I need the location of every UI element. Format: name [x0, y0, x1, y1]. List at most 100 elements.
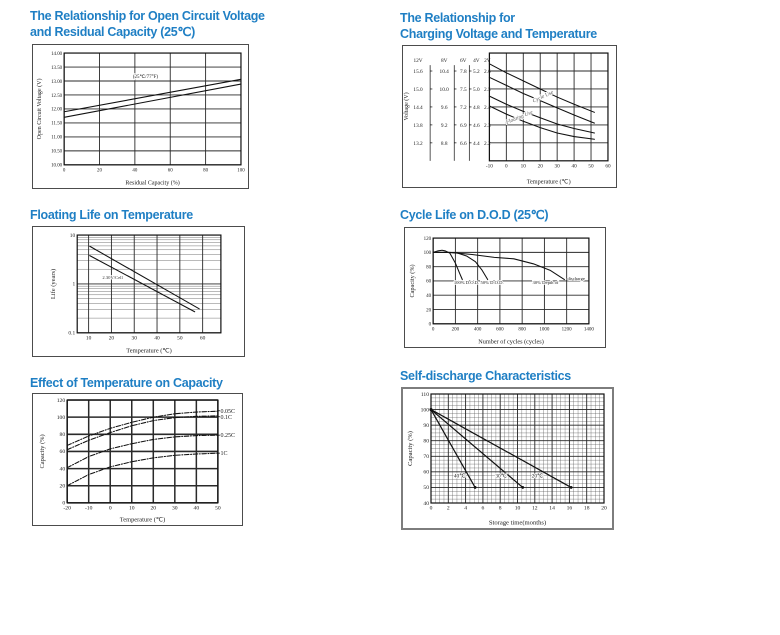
- figure-title-line: Floating Life on Temperature: [30, 208, 193, 222]
- svg-text:8: 8: [499, 506, 502, 512]
- svg-text:13.00: 13.00: [51, 80, 63, 85]
- svg-text:10.4: 10.4: [440, 69, 450, 75]
- svg-text:0: 0: [63, 168, 66, 173]
- svg-text:10: 10: [515, 506, 521, 512]
- svg-text:1400: 1400: [584, 327, 595, 332]
- svg-text:50: 50: [177, 335, 183, 341]
- svg-text:13.8: 13.8: [413, 123, 423, 129]
- svg-text:15.0: 15.0: [413, 87, 423, 93]
- svg-text:Life (years): Life (years): [50, 269, 57, 299]
- figure-title-cycle-life: Cycle Life on D.O.D (25℃): [400, 207, 549, 223]
- svg-text:8V: 8V: [441, 58, 448, 64]
- svg-text:0: 0: [430, 506, 433, 512]
- svg-text:40: 40: [194, 505, 200, 511]
- svg-text:5.0: 5.0: [473, 87, 480, 93]
- svg-text:50% D.O.D.: 50% D.O.D.: [481, 281, 504, 286]
- svg-text:10: 10: [129, 505, 135, 511]
- chart-frame-ocv-residual: 0 20 40 60 80 100 10.00 10.50 11.00 11.50 12.00 12.…: [32, 44, 249, 189]
- svg-text:7.2: 7.2: [460, 105, 467, 111]
- svg-text:2.3: 2.3: [484, 123, 491, 129]
- svg-text:40: 40: [426, 294, 431, 299]
- svg-text:30: 30: [555, 163, 561, 169]
- figure-title-self-discharge: Self-discharge Characteristics: [400, 368, 571, 384]
- figure-title-line: Effect of Temperature on Capacity: [30, 376, 223, 390]
- svg-text:Residual Capacity (%): Residual Capacity (%): [125, 179, 179, 186]
- svg-text:6.9: 6.9: [460, 123, 467, 129]
- svg-text:0.05C: 0.05C: [220, 409, 235, 415]
- svg-text:50: 50: [588, 163, 594, 169]
- chart-frame-floating-life: 10 20 30 40 50 60 0.1 1 10 Temperature (℃) Life (y…: [32, 226, 245, 357]
- svg-text:9.2: 9.2: [441, 123, 448, 129]
- svg-text:12V: 12V: [413, 58, 422, 64]
- svg-text:6.6: 6.6: [460, 141, 467, 147]
- svg-text:-20: -20: [63, 505, 71, 511]
- svg-text:9.6: 9.6: [441, 105, 448, 111]
- svg-text:60: 60: [168, 168, 173, 173]
- svg-text:Temperature (℃): Temperature (℃): [126, 347, 171, 354]
- figure-title-line: The Relationship for: [400, 11, 515, 25]
- svg-text:40: 40: [60, 466, 66, 472]
- svg-text:10.50: 10.50: [51, 150, 63, 155]
- svg-text:14.00: 14.00: [51, 52, 63, 57]
- svg-text:200: 200: [452, 327, 460, 332]
- svg-text:40: 40: [132, 168, 137, 173]
- svg-text:2.2: 2.2: [484, 141, 491, 147]
- svg-text:4: 4: [464, 506, 467, 512]
- svg-text:10.0: 10.0: [440, 87, 450, 93]
- svg-text:100: 100: [424, 251, 432, 256]
- figure-title-temperature-capacity: Effect of Temperature on Capacity: [30, 375, 223, 391]
- svg-text:20: 20: [109, 335, 115, 341]
- svg-text:2V: 2V: [484, 58, 491, 64]
- svg-text:7.8: 7.8: [460, 69, 467, 75]
- chart-effect-of-temperature-on-capacity: -20 -10 0 10 20 30 40 50 0 20 40 60 80 100 120 Temperat…: [39, 398, 235, 524]
- svg-text:2: 2: [447, 506, 450, 512]
- svg-text:Temperature (℃): Temperature (℃): [527, 178, 571, 185]
- svg-text:0.25C: 0.25C: [220, 433, 235, 439]
- svg-text:40: 40: [423, 501, 429, 507]
- chart-cycle-life-vs-dod: 0 200 400 600 800 1000 1200 1400 0 20 40 60 80 100 120…: [409, 237, 595, 346]
- svg-text:80: 80: [60, 432, 66, 438]
- figure-title-line: Cycle Life on D.O.D (25℃): [400, 208, 549, 222]
- svg-text:20: 20: [538, 163, 544, 169]
- svg-text:400: 400: [474, 327, 482, 332]
- svg-text:11.00: 11.00: [51, 136, 62, 141]
- svg-text:2.30V/Cell: 2.30V/Cell: [102, 275, 123, 280]
- svg-text:4V: 4V: [473, 58, 480, 64]
- svg-text:10: 10: [521, 163, 527, 169]
- svg-text:70: 70: [423, 454, 429, 460]
- svg-text:12.50: 12.50: [51, 94, 63, 99]
- svg-text:600: 600: [496, 327, 504, 332]
- svg-text:Open Circuit Voltage (V): Open Circuit Voltage (V): [36, 79, 43, 140]
- svg-text:10: 10: [86, 335, 92, 341]
- svg-text:13.50: 13.50: [51, 66, 63, 71]
- svg-text:100% D.O.D.: 100% D.O.D.: [454, 281, 479, 286]
- svg-text:8.8: 8.8: [441, 141, 448, 147]
- svg-text:30: 30: [132, 335, 138, 341]
- svg-text:40: 40: [571, 163, 577, 169]
- svg-text:0: 0: [429, 323, 432, 328]
- svg-text:2.6: 2.6: [484, 69, 491, 75]
- chart-frame-cycle-life: 0 200 400 600 800 1000 1200 1400 0 20 40 60 80 100 120…: [404, 227, 606, 348]
- svg-text:1200: 1200: [562, 327, 573, 332]
- svg-text:12.00: 12.00: [51, 108, 63, 113]
- svg-text:60: 60: [200, 335, 206, 341]
- svg-text:Capacity (%): Capacity (%): [409, 264, 416, 297]
- svg-text:100: 100: [421, 407, 430, 413]
- chart-floating-life-vs-temperature: 10 20 30 40 50 60 0.1 1 10 Temperature (℃) Life (y…: [50, 233, 222, 354]
- svg-text:4.6: 4.6: [473, 123, 480, 129]
- svg-text:40: 40: [154, 335, 160, 341]
- svg-text:10.00: 10.00: [51, 164, 63, 169]
- svg-text:30% Depth of: 30% Depth of: [533, 281, 559, 286]
- svg-text:5.2: 5.2: [473, 69, 480, 75]
- svg-text:0.1: 0.1: [68, 331, 75, 337]
- svg-text:120: 120: [424, 237, 432, 242]
- svg-text:0: 0: [109, 505, 112, 511]
- svg-text:100: 100: [57, 415, 66, 421]
- svg-text:Capacity (%): Capacity (%): [407, 431, 414, 466]
- svg-text:0: 0: [432, 327, 435, 332]
- svg-text:120: 120: [57, 398, 66, 404]
- svg-text:50: 50: [423, 485, 429, 491]
- svg-text:6: 6: [482, 506, 485, 512]
